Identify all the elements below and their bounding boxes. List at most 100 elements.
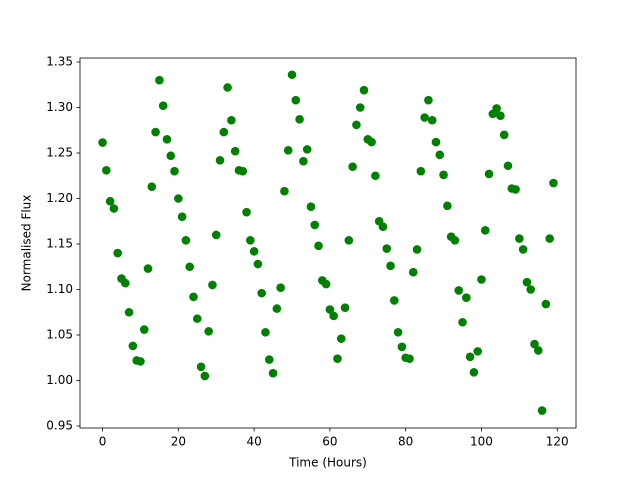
point bbox=[458, 317, 467, 327]
point bbox=[518, 245, 528, 254]
point bbox=[480, 226, 490, 235]
point bbox=[249, 246, 259, 256]
point bbox=[530, 339, 539, 349]
point bbox=[412, 245, 422, 254]
point bbox=[443, 201, 452, 211]
point bbox=[314, 241, 323, 251]
y-tick-label: 1.25 bbox=[46, 146, 73, 160]
point bbox=[113, 248, 123, 258]
point bbox=[325, 305, 335, 314]
point bbox=[223, 83, 232, 92]
point bbox=[329, 311, 338, 321]
point bbox=[215, 155, 225, 165]
point bbox=[541, 299, 551, 309]
point bbox=[170, 166, 179, 176]
point bbox=[355, 103, 365, 112]
point bbox=[465, 352, 475, 362]
point bbox=[386, 261, 395, 271]
point bbox=[382, 244, 392, 253]
point bbox=[162, 135, 172, 144]
point bbox=[158, 101, 168, 110]
point bbox=[257, 288, 266, 298]
point bbox=[439, 170, 448, 180]
plot-frame bbox=[79, 57, 577, 429]
point bbox=[291, 95, 301, 105]
point bbox=[424, 95, 433, 105]
point bbox=[469, 368, 479, 377]
point bbox=[367, 137, 376, 147]
y-tick-label: 1.20 bbox=[46, 191, 73, 205]
point bbox=[511, 185, 520, 194]
point bbox=[151, 127, 160, 137]
point bbox=[227, 115, 236, 125]
point bbox=[427, 115, 437, 125]
point bbox=[492, 104, 501, 113]
point bbox=[177, 212, 187, 222]
x-tick-label: 20 bbox=[171, 435, 186, 449]
point bbox=[283, 145, 293, 155]
point bbox=[174, 194, 183, 203]
point bbox=[98, 138, 107, 147]
y-tick-label: 1.10 bbox=[46, 282, 73, 296]
point bbox=[230, 146, 240, 156]
x-tick-label: 40 bbox=[246, 435, 261, 449]
point bbox=[526, 285, 536, 294]
point bbox=[124, 307, 134, 317]
point bbox=[405, 354, 414, 363]
point bbox=[348, 162, 357, 171]
point bbox=[196, 362, 206, 372]
point bbox=[272, 304, 282, 313]
point bbox=[128, 341, 138, 351]
point bbox=[208, 280, 217, 290]
point bbox=[219, 127, 229, 137]
point bbox=[242, 207, 251, 217]
point bbox=[143, 264, 153, 273]
point bbox=[393, 327, 403, 337]
point bbox=[522, 277, 532, 287]
point bbox=[352, 120, 361, 130]
point bbox=[454, 286, 464, 295]
point bbox=[359, 85, 369, 95]
point bbox=[211, 230, 221, 240]
point bbox=[549, 178, 558, 188]
point bbox=[537, 406, 547, 415]
point bbox=[416, 166, 426, 176]
point bbox=[533, 346, 543, 355]
point bbox=[371, 171, 380, 181]
point bbox=[390, 296, 399, 305]
x-axis-label: Time (Hours) bbox=[288, 456, 367, 470]
point bbox=[299, 156, 308, 166]
point bbox=[200, 371, 210, 381]
point bbox=[189, 292, 198, 302]
point bbox=[120, 278, 130, 288]
point bbox=[238, 166, 248, 176]
point bbox=[276, 283, 285, 292]
point bbox=[321, 279, 331, 289]
y-tick-label: 0.95 bbox=[46, 418, 73, 432]
point bbox=[253, 259, 263, 269]
point bbox=[484, 169, 494, 179]
point bbox=[420, 113, 429, 122]
point bbox=[287, 70, 297, 80]
point bbox=[295, 115, 304, 124]
y-tick-label: 1.30 bbox=[46, 100, 73, 114]
point bbox=[268, 368, 278, 378]
y-tick-label: 1.35 bbox=[46, 55, 73, 69]
point bbox=[473, 347, 482, 356]
point bbox=[545, 234, 554, 243]
point bbox=[147, 182, 157, 191]
point bbox=[462, 293, 471, 302]
y-tick-label: 1.05 bbox=[46, 327, 73, 341]
point bbox=[102, 165, 111, 175]
point bbox=[166, 151, 176, 161]
x-tick-label: 60 bbox=[322, 435, 337, 449]
point bbox=[496, 111, 505, 120]
x-tick-label: 80 bbox=[398, 435, 413, 449]
point bbox=[280, 186, 289, 196]
point bbox=[204, 327, 213, 336]
point bbox=[336, 334, 346, 343]
point bbox=[306, 202, 316, 211]
point bbox=[181, 236, 191, 245]
